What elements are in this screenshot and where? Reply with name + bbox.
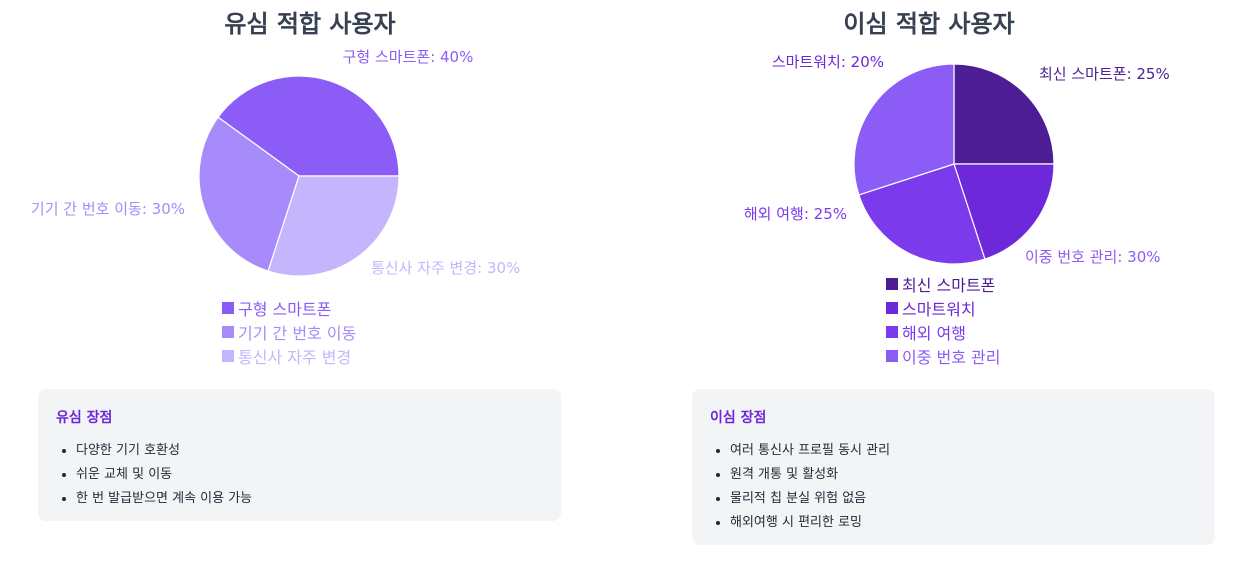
legend-label: 통신사 자주 변경 — [238, 348, 352, 367]
list-item: 해외여행 시 편리한 로밍 — [730, 511, 1197, 535]
pie-slice — [858, 163, 986, 265]
list-item: 쉬운 교체 및 이동 — [76, 463, 543, 487]
usim-pie-chart: 구형 스마트폰: 40% 기기 간 번호 이동: 30% 통신사 자주 변경: 30… — [31, 48, 520, 277]
slice-label: 해외 여행: 25% — [744, 205, 847, 223]
pie-slice — [953, 163, 1055, 260]
legend-item: 해외 여행 — [886, 320, 1001, 344]
slice-label: 구형 스마트폰: 40% — [343, 48, 474, 66]
pie-slice — [853, 63, 955, 196]
esim-chart-title: 이심 적합 사용자 — [843, 10, 1015, 38]
pie-slice — [198, 116, 300, 272]
legend-label: 구형 스마트폰 — [238, 300, 332, 319]
list-item: 원격 개통 및 활성화 — [730, 463, 1197, 487]
legend-label: 최신 스마트폰 — [902, 276, 996, 295]
legend-label: 해외 여행 — [902, 324, 966, 343]
list-item: 다양한 기기 호환성 — [76, 439, 543, 463]
list-item: 여러 통신사 프로필 동시 관리 — [730, 439, 1197, 463]
esim-pie-chart: 최신 스마트폰: 25% 스마트워치: 20% 해외 여행: 25% 이중 번호 관리… — [744, 53, 1170, 266]
legend-swatch — [222, 302, 234, 314]
pie-slice — [267, 175, 400, 277]
legend-item: 기기 간 번호 이동 — [222, 320, 356, 344]
legend-swatch — [222, 350, 234, 362]
legend-label: 스마트워치 — [902, 300, 976, 319]
legend-swatch — [886, 302, 898, 314]
esim-advantages-card: 이심 장점 여러 통신사 프로필 동시 관리원격 개통 및 활성화물리적 칩 분… — [692, 389, 1215, 545]
slice-label: 기기 간 번호 이동: 30% — [31, 200, 185, 218]
legend-item: 구형 스마트폰 — [222, 296, 356, 320]
legend-swatch — [222, 326, 234, 338]
usim-advantages-card: 유심 장점 다양한 기기 호환성쉬운 교체 및 이동한 번 발급받으면 계속 이… — [38, 389, 561, 521]
legend-item: 통신사 자주 변경 — [222, 344, 356, 368]
esim-advantages-title: 이심 장점 — [710, 410, 767, 426]
list-item: 한 번 발급받으면 계속 이용 가능 — [76, 487, 543, 511]
esim-advantages-list: 여러 통신사 프로필 동시 관리원격 개통 및 활성화물리적 칩 분실 위험 없… — [710, 439, 1197, 535]
usim-advantages-list: 다양한 기기 호환성쉬운 교체 및 이동한 번 발급받으면 계속 이용 가능 — [56, 439, 543, 511]
usim-advantages-title: 유심 장점 — [56, 410, 113, 426]
legend-item: 스마트워치 — [886, 296, 1001, 320]
usim-panel: 유심 적합 사용자 구형 스마트폰: 40% 기기 간 번호 이동: 30% 통신사… — [0, 0, 620, 577]
slice-label: 최신 스마트폰: 25% — [1039, 65, 1170, 83]
slice-label: 이중 번호 관리: 30% — [1025, 248, 1161, 266]
legend-label: 기기 간 번호 이동 — [238, 324, 357, 343]
legend-swatch — [886, 326, 898, 338]
legend-swatch — [886, 278, 898, 290]
legend-swatch — [886, 350, 898, 362]
slice-label: 통신사 자주 변경: 30% — [371, 259, 520, 277]
list-item: 물리적 칩 분실 위험 없음 — [730, 487, 1197, 511]
pie-slice — [217, 75, 400, 177]
usim-chart-title: 유심 적합 사용자 — [224, 10, 396, 38]
legend-label: 이중 번호 관리 — [902, 348, 1001, 367]
legend-item: 이중 번호 관리 — [886, 344, 1001, 368]
legend-item: 최신 스마트폰 — [886, 272, 1001, 296]
pie-slice — [953, 63, 1055, 165]
slice-label: 스마트워치: 20% — [772, 53, 884, 71]
esim-panel: 이심 적합 사용자 최신 스마트폰: 25% 스마트워치: 20% 해외 여행: 2… — [619, 0, 1239, 577]
